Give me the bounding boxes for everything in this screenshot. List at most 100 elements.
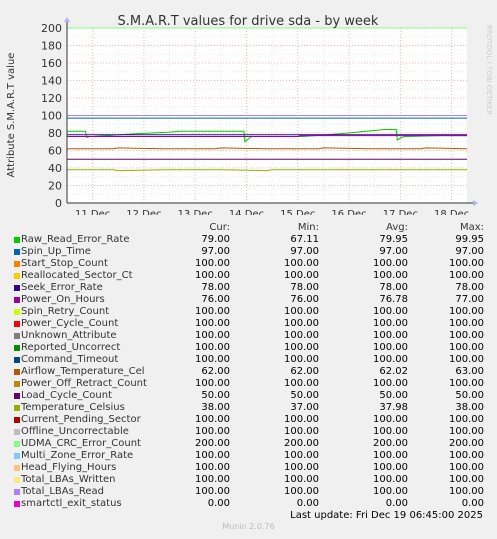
legend-swatch (14, 501, 20, 507)
legend-value-cur: 79.00 (201, 234, 230, 245)
legend-value-min: 100.00 (284, 306, 319, 317)
legend-row: Reallocated_Sector_Ct 100.00 100.00 100.00 1… (14, 270, 484, 282)
legend-row: Offline_Uncorrectable 100.00 100.00 100.00 1… (14, 426, 484, 438)
legend-value-cur: 38.00 (201, 402, 230, 413)
legend-value-avg: 100.00 (373, 486, 408, 497)
legend-value-max: 100.00 (449, 474, 484, 485)
legend-series-name: Power_Cycle_Count (21, 318, 119, 329)
legend-value-cur: 78.00 (201, 282, 230, 293)
legend-value-min: 0.00 (296, 498, 319, 509)
legend-value-min: 100.00 (284, 450, 319, 461)
x-tick-label: 15 Dec (280, 209, 315, 215)
x-tick-label: 18 Dec (434, 209, 469, 215)
legend-value-avg: 100.00 (373, 462, 408, 473)
legend-swatch (14, 369, 20, 375)
legend-value-avg: 100.00 (373, 258, 408, 269)
legend-value-min: 97.00 (290, 246, 319, 257)
y-tick-label: 180 (41, 40, 62, 53)
legend-row: Spin_Retry_Count 100.00 100.00 100.00 100.00 (14, 306, 484, 318)
legend-value-max: 50.00 (455, 390, 484, 401)
legend-value-avg: 100.00 (373, 426, 408, 437)
legend-value-cur: 62.00 (201, 366, 230, 377)
legend-swatch (14, 357, 20, 363)
legend-row: Seek_Error_Rate 78.00 78.00 78.00 78.00 (14, 282, 484, 294)
y-tick-label: 20 (48, 180, 62, 193)
legend-value-avg: 100.00 (373, 318, 408, 329)
y-tick-label: 160 (41, 57, 62, 70)
legend-value-max: 78.00 (455, 282, 484, 293)
legend-row: Current_Pending_Sector 100.00 100.00 100.00… (14, 414, 484, 426)
legend-swatch (14, 297, 20, 303)
legend-value-max: 100.00 (449, 486, 484, 497)
legend-swatch (14, 285, 20, 291)
axes: 0 20 40 60 80 100 120 140 160 180 200 11 Dec 12 Dec 1… (41, 17, 478, 215)
legend-value-max: 99.95 (455, 234, 484, 245)
x-tick-label: 16 Dec (331, 209, 366, 215)
legend-value-cur: 100.00 (195, 474, 230, 485)
legend-row: UDMA_CRC_Error_Count 200.00 200.00 200.00 20… (14, 438, 484, 450)
legend-swatch (14, 393, 20, 399)
legend-swatch (14, 321, 20, 327)
legend-value-min: 100.00 (284, 486, 319, 497)
legend-value-avg: 97.00 (379, 246, 408, 257)
x-tick-label: 13 Dec (178, 209, 213, 215)
legend-value-max: 77.00 (455, 294, 484, 305)
legend-value-cur: 100.00 (195, 306, 230, 317)
legend-series-name: Command_Timeout (21, 354, 119, 365)
legend-value-min: 37.00 (290, 402, 319, 413)
legend-value-cur: 100.00 (195, 330, 230, 341)
legend-header-cur: Cur: (209, 222, 230, 233)
legend-series-name: Seek_Error_Rate (21, 282, 103, 293)
legend-value-min: 78.00 (290, 282, 319, 293)
legend-swatch (14, 249, 20, 255)
legend-value-cur: 100.00 (195, 414, 230, 425)
legend-row: Raw_Read_Error_Rate 79.00 67.11 79.95 99.95 (14, 234, 484, 246)
legend-value-avg: 100.00 (373, 330, 408, 341)
series-line-airflow-temperature-cel (67, 147, 468, 150)
legend-swatch (14, 465, 20, 471)
legend-row: Load_Cycle_Count 50.00 50.00 50.00 50.00 (14, 390, 484, 402)
legend-series-name: Total_LBAs_Read (21, 486, 104, 497)
legend-series-name: UDMA_CRC_Error_Count (21, 438, 141, 449)
legend-value-min: 100.00 (284, 270, 319, 281)
legend-value-min: 100.00 (284, 462, 319, 473)
legend-series-name: Offline_Uncorrectable (21, 426, 129, 437)
legend-row: Airflow_Temperature_Cel 62.00 62.00 62.02 63… (14, 366, 484, 378)
legend-value-max: 100.00 (449, 426, 484, 437)
legend-value-max: 100.00 (449, 270, 484, 281)
legend-swatch (14, 273, 20, 279)
legend-value-cur: 100.00 (195, 270, 230, 281)
legend-table: Cur: Min: Avg: Max: Raw_Read_Error_Rate 7… (14, 222, 484, 510)
legend-swatch (14, 405, 20, 411)
legend-value-max: 100.00 (449, 342, 484, 353)
y-tick-label: 0 (55, 197, 62, 210)
legend-value-min: 100.00 (284, 474, 319, 485)
legend-series-name: Power_Off_Retract_Count (21, 378, 147, 389)
legend-row: Total_LBAs_Read 100.00 100.00 100.00 100.00 (14, 486, 484, 498)
legend-value-max: 100.00 (449, 450, 484, 461)
legend-series-name: Load_Cycle_Count (21, 390, 113, 401)
legend-value-max: 63.00 (455, 366, 484, 377)
chart-title: S.M.A.R.T values for drive sda - by week (118, 14, 379, 29)
legend-row: smartctl_exit_status 0.00 0.00 0.00 0.00 (14, 498, 484, 510)
x-tick-label: 17 Dec (383, 209, 418, 215)
legend-header: Cur: Min: Avg: Max: (14, 222, 484, 234)
legend-value-cur: 100.00 (195, 258, 230, 269)
legend-value-min: 100.00 (284, 330, 319, 341)
series-line-temperature-celsius (67, 169, 467, 172)
legend-row: Start_Stop_Count 100.00 100.00 100.00 100.00 (14, 258, 484, 270)
legend-swatch (14, 453, 20, 459)
legend-value-avg: 62.02 (379, 366, 408, 377)
x-axis-arrow-icon (473, 200, 478, 206)
y-tick-label: 80 (48, 127, 62, 140)
legend-series-name: Raw_Read_Error_Rate (21, 234, 130, 245)
legend-value-min: 67.11 (290, 234, 319, 245)
legend-series-name: smartctl_exit_status (21, 498, 122, 509)
legend-row: Temperature_Celsius 38.00 37.00 37.98 38.00 (14, 402, 484, 414)
legend-value-cur: 0.00 (207, 498, 230, 509)
legend-value-avg: 100.00 (373, 306, 408, 317)
legend-row: Reported_Uncorrect 100.00 100.00 100.00 100.… (14, 342, 484, 354)
legend-value-avg: 200.00 (373, 438, 408, 449)
legend-swatch (14, 345, 20, 351)
legend-swatch (14, 429, 20, 435)
